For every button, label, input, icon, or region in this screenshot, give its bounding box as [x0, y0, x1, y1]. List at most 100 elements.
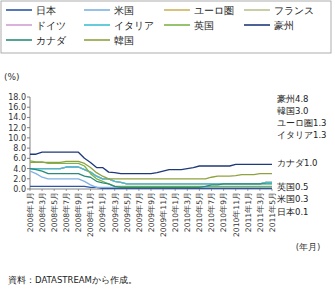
x-tick	[272, 189, 273, 191]
source-note: 資料：DATASTREAMから作成。	[8, 275, 137, 285]
y-tick-label: 14.0	[8, 113, 26, 122]
series-line	[30, 152, 272, 173]
chart: 日本 米国 ユーロ圏 フランスドイツ イタリア 英国 豪州カナダ 韓国 (%) 0.02.04.0…	[0, 0, 335, 290]
x-axis-label: (年月)	[296, 242, 321, 252]
x-tick-label: 2008年3月	[38, 192, 47, 232]
x-tick-label: 2008年7月	[62, 192, 71, 232]
x-tick	[114, 189, 115, 191]
x-tick-label: 2011年5月	[268, 192, 277, 232]
y-tick-label: 0.0	[13, 185, 26, 194]
legend-swatch	[244, 24, 270, 26]
x-tick-label: 2010年11月	[232, 192, 241, 237]
legend-label: カナダ	[36, 35, 67, 46]
legend-label: 韓国	[114, 35, 134, 46]
y-tick	[27, 137, 30, 138]
y-tick-label: 6.0	[13, 154, 26, 163]
legend-label: ドイツ	[36, 20, 66, 31]
legend-swatch	[6, 9, 32, 11]
legend-swatch	[244, 9, 270, 11]
legend-label: ユーロ圏	[194, 5, 234, 16]
annotation: 英国0.5	[277, 182, 309, 192]
y-tick	[27, 107, 30, 108]
y-tick	[27, 158, 30, 159]
legend-swatch	[164, 24, 190, 26]
x-tick	[211, 189, 212, 191]
x-tick-label: 2008年11月	[86, 192, 95, 237]
x-tick	[187, 189, 188, 191]
legend-swatch	[84, 24, 110, 26]
x-tick-label: 2010年5月	[195, 192, 204, 232]
legend-frame	[1, 1, 331, 53]
x-tick	[102, 189, 103, 191]
x-tick-label: 2011年1月	[244, 192, 253, 232]
x-tick	[54, 189, 55, 191]
x-tick-label: 2009年7月	[135, 192, 144, 232]
x-tick	[78, 189, 79, 191]
y-axis	[30, 97, 31, 189]
y-tick-label: 12.0	[8, 124, 26, 133]
y-tick-label: 16.0	[8, 103, 26, 112]
legend-label: 英国	[194, 20, 214, 31]
annotation: ユーロ圏1.3	[277, 118, 327, 128]
x-tick-label: 2010年1月	[171, 192, 180, 232]
x-tick	[247, 189, 248, 191]
x-tick-label: 2009年11月	[159, 192, 168, 237]
x-tick-label: 2009年1月	[98, 192, 107, 232]
series-line	[30, 169, 272, 188]
legend-label: イタリア	[114, 20, 154, 31]
legend-label: 日本	[36, 5, 56, 16]
x-tick	[199, 189, 200, 191]
annotation: 豪州4.8	[277, 94, 309, 104]
annotation: イタリア1.3	[277, 130, 327, 140]
x-tick	[126, 189, 127, 191]
legend-label: 米国	[114, 5, 134, 16]
x-tick-label: 2009年3月	[111, 192, 120, 232]
x-tick-label: 2010年7月	[207, 192, 216, 232]
y-tick	[27, 127, 30, 128]
annotation: カナダ1.0	[277, 158, 318, 168]
x-tick-label: 2010年3月	[183, 192, 192, 232]
y-tick	[27, 178, 30, 179]
annotation: 韓国3.0	[277, 106, 309, 116]
x-tick-label: 2009年5月	[123, 192, 132, 232]
legend-swatch	[84, 9, 110, 11]
y-tick	[27, 168, 30, 169]
legend: 日本 米国 ユーロ圏 フランスドイツ イタリア 英国 豪州カナダ 韓国	[1, 1, 331, 53]
y-tick	[27, 189, 30, 190]
y-tick	[27, 117, 30, 118]
series-line	[30, 161, 272, 178]
y-axis-label: (%)	[4, 72, 20, 82]
x-tick	[138, 189, 139, 191]
x-tick	[151, 189, 152, 191]
x-tick	[175, 189, 176, 191]
y-tick-label: 18.0	[8, 93, 26, 102]
legend-swatch	[84, 39, 110, 41]
legend-swatch	[6, 39, 32, 41]
y-tick	[27, 97, 30, 98]
y-tick-label: 2.0	[13, 175, 26, 184]
x-tick	[223, 189, 224, 191]
legend-label: 豪州	[274, 20, 294, 31]
y-tick-label: 4.0	[13, 165, 26, 174]
x-tick-label: 2010年9月	[219, 192, 228, 232]
legend-swatch	[6, 24, 32, 26]
x-tick	[42, 189, 43, 191]
x-tick	[259, 189, 260, 191]
y-tick-label: 8.0	[13, 144, 26, 153]
x-tick	[66, 189, 67, 191]
x-tick-label: 2009年9月	[147, 192, 156, 232]
x-tick-label: 2008年5月	[50, 192, 59, 232]
legend-swatch	[164, 9, 190, 11]
legend-label: フランス	[274, 5, 314, 16]
x-tick	[90, 189, 91, 191]
x-tick-label: 2008年9月	[74, 192, 83, 232]
y-tick	[27, 148, 30, 149]
annotation: 日本0.1	[277, 207, 309, 217]
x-tick-label: 2008年1月	[26, 192, 35, 232]
x-tick	[163, 189, 164, 191]
x-tick-label: 2011年3月	[256, 192, 265, 232]
x-tick	[235, 189, 236, 191]
plot-area	[30, 152, 272, 188]
y-tick-label: 10.0	[8, 134, 26, 143]
x-tick	[30, 189, 31, 191]
